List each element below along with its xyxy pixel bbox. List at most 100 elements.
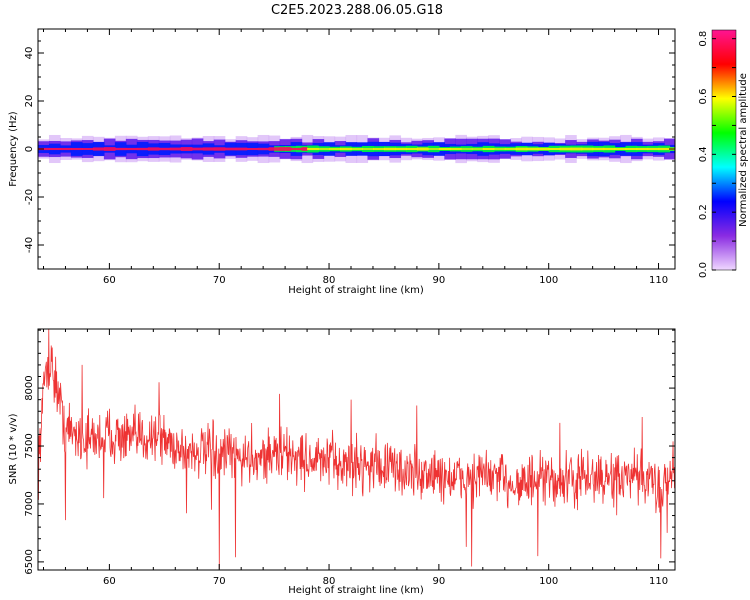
snr-x-tick-label: 110 <box>649 576 668 587</box>
colorbar-tick-label: 0.4 <box>698 146 709 162</box>
heatmap-x-tick-label: 90 <box>433 275 446 286</box>
snr-x-tick-label: 100 <box>539 576 558 587</box>
snr-panel: 60 70 80 90 100 110 6500 7000 7500 8000 Height o… <box>8 328 676 596</box>
heatmap-cell <box>515 147 528 151</box>
colorbar-tick-label: 0.6 <box>698 89 709 105</box>
heatmap-cell <box>329 148 341 150</box>
heatmap-cell <box>504 148 517 150</box>
heatmap-cell <box>279 147 292 151</box>
heatmap-panel: 60 70 80 90 100 110 -40 -20 0 20 40 Height of str… <box>8 28 676 296</box>
snr-x-tick-label: 70 <box>213 576 226 587</box>
heatmap-cell <box>246 147 259 151</box>
heatmap-cell <box>103 147 116 151</box>
heatmap-y-ticks: -40 -20 0 20 40 <box>24 28 675 270</box>
heatmap-band <box>38 147 308 151</box>
colorbar-label: Normalized spectral amplitude <box>738 73 749 227</box>
colorbar-tick-label: 0.8 <box>698 31 709 47</box>
heatmap-band <box>307 147 675 151</box>
heatmap-cell <box>405 147 418 151</box>
colorbar-tick-label: 0.0 <box>698 262 709 278</box>
heatmap-cell <box>416 147 429 151</box>
heatmap-cell <box>351 148 363 150</box>
heatmap-cell <box>460 148 473 150</box>
heatmap-cell <box>268 147 281 151</box>
heatmap-cell <box>614 148 627 150</box>
heatmap-cell <box>636 147 649 151</box>
heatmap-cell <box>147 147 160 151</box>
colorbar-ticks: 0.0 0.2 0.4 0.6 0.8 <box>698 31 736 278</box>
colorbar: 0.0 0.2 0.4 0.6 0.8 Normalized spectral ampl… <box>698 29 749 278</box>
heatmap-cell <box>482 147 495 151</box>
heatmap-x-ticks: 60 70 80 90 100 110 <box>42 29 668 286</box>
snr-x-tick-label: 60 <box>103 576 116 587</box>
colorbar-tick-label: 0.2 <box>698 204 709 220</box>
snr-x-axis-label: Height of straight line (km) <box>288 585 424 596</box>
heatmap-cell <box>169 147 182 151</box>
heatmap-bands <box>38 134 675 164</box>
heatmap-cell <box>537 147 550 151</box>
snr-y-tick-label: 7500 <box>24 433 35 458</box>
snr-y-tick-label: 6500 <box>24 549 35 574</box>
snr-y-axis-label: SNR (10 * v/v) <box>8 413 19 484</box>
heatmap-cell <box>257 147 270 151</box>
heatmap-cell <box>570 147 583 151</box>
heatmap-cell <box>340 147 352 151</box>
heatmap-y-tick-label: 40 <box>24 47 35 60</box>
heatmap-cell <box>526 147 539 151</box>
heatmap-cell <box>438 147 451 151</box>
heatmap-cell <box>191 147 204 151</box>
snr-line <box>38 329 675 569</box>
heatmap-x-tick-label: 80 <box>323 275 336 286</box>
heatmap-cell <box>559 147 572 151</box>
heatmap-cell <box>394 147 407 151</box>
heatmap-cell <box>647 147 660 151</box>
heatmap-cell <box>307 147 319 151</box>
snr-series <box>38 329 675 569</box>
heatmap-cell <box>81 148 94 150</box>
heatmap-cell <box>449 148 462 150</box>
heatmap-cell <box>158 147 171 151</box>
heatmap-y-tick-label: -20 <box>24 189 35 205</box>
snr-y-tick-label: 7000 <box>24 491 35 516</box>
heatmap-cell <box>213 147 226 151</box>
heatmap-cell <box>372 148 385 150</box>
heatmap-y-axis-label: Frequency (Hz) <box>8 111 19 187</box>
heatmap-cell <box>224 147 237 151</box>
heatmap-cell <box>70 147 83 151</box>
heatmap-x-tick-label: 60 <box>103 275 116 286</box>
heatmap-cell <box>548 147 561 151</box>
heatmap-cell <box>318 148 330 150</box>
heatmap-cell <box>658 147 671 151</box>
heatmap-cell <box>290 147 303 151</box>
heatmap-cell <box>114 147 127 151</box>
heatmap-cell <box>383 147 396 151</box>
heatmap-cell <box>235 147 248 151</box>
snr-x-ticks: 60 70 80 90 100 110 <box>42 329 668 587</box>
snr-y-ticks: 6500 7000 7500 8000 <box>24 329 675 575</box>
heatmap-cell <box>202 147 215 151</box>
heatmap-y-tick-label: 20 <box>24 95 35 108</box>
heatmap-x-tick-label: 110 <box>649 275 668 286</box>
snr-y-tick-label: 8000 <box>24 375 35 400</box>
heatmap-cell <box>625 147 638 151</box>
heatmap-cell <box>136 147 149 151</box>
heatmap-cell <box>48 147 61 151</box>
heatmap-y-tick-label: -40 <box>24 237 35 253</box>
heatmap-x-tick-label: 100 <box>539 275 558 286</box>
heatmap-cell <box>427 148 440 150</box>
snr-x-tick-label: 80 <box>323 576 336 587</box>
snr-frame <box>37 328 676 571</box>
heatmap-x-tick-label: 70 <box>213 275 226 286</box>
heatmap-cell <box>603 147 616 151</box>
figure-title: C2E5.2023.288.06.05.G18 <box>271 3 443 18</box>
heatmap-cell <box>581 147 594 151</box>
heatmap-cell <box>180 147 193 151</box>
heatmap-cell <box>592 147 605 151</box>
heatmap-cell <box>493 148 506 150</box>
heatmap-cell <box>301 147 308 151</box>
heatmap-cell <box>125 147 138 151</box>
heatmap-cell <box>471 148 484 150</box>
heatmap-cell <box>59 147 72 151</box>
heatmap-y-tick-label: 0 <box>24 146 35 152</box>
